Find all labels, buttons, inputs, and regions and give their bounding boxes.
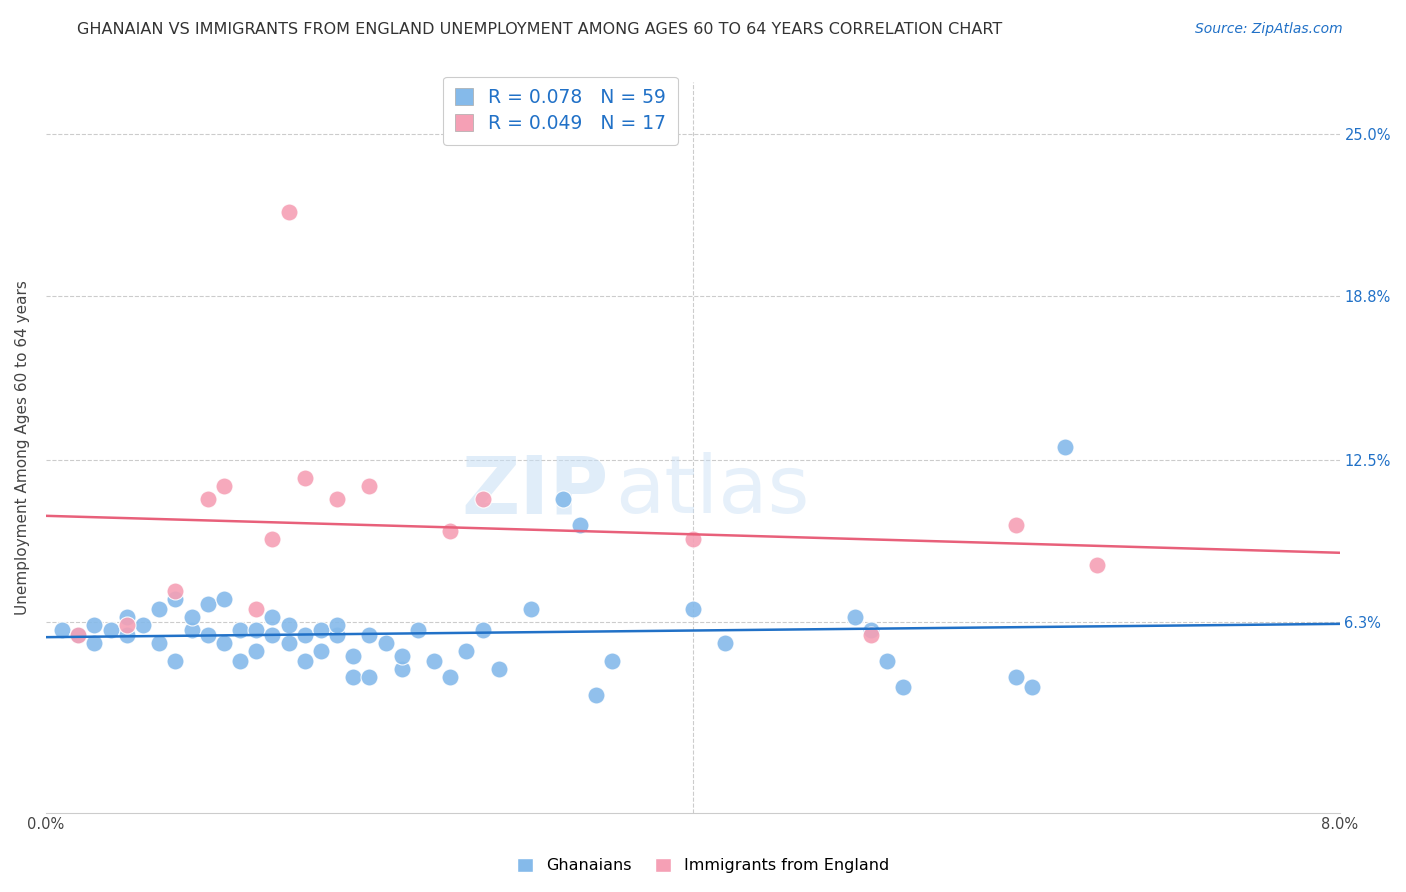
Point (180, 623, 202, 637)
Point (553, 492, 575, 507)
Point (859, 623, 882, 637)
Point (197, 597, 219, 611)
Point (67, 628, 90, 642)
Point (115, 609, 138, 624)
Point (148, 636, 170, 650)
Point (682, 532, 704, 546)
Point (277, 617, 299, 632)
Point (844, 609, 866, 624)
Point (520, 602, 543, 616)
Point (197, 628, 219, 642)
Point (891, 680, 914, 694)
Point (51, 623, 73, 637)
Point (309, 623, 332, 637)
Point (471, 492, 494, 507)
Text: ZIP: ZIP (461, 452, 609, 530)
Point (1005, 518, 1028, 533)
Point (456, 644, 478, 658)
Point (132, 617, 155, 632)
Point (342, 648, 364, 663)
Point (245, 602, 267, 616)
Point (277, 205, 299, 219)
Text: atlas: atlas (616, 452, 810, 530)
Point (568, 518, 591, 533)
Point (439, 524, 461, 538)
Point (294, 628, 316, 642)
Point (423, 654, 446, 668)
Point (212, 636, 235, 650)
Point (359, 479, 381, 493)
Point (115, 617, 138, 632)
Point (229, 623, 252, 637)
Point (359, 628, 381, 642)
Point (229, 654, 252, 668)
Point (859, 628, 882, 642)
Point (374, 636, 396, 650)
Point (471, 623, 494, 637)
Point (585, 688, 607, 702)
Point (148, 602, 170, 616)
Point (600, 654, 623, 668)
Point (391, 662, 413, 676)
Point (359, 670, 381, 684)
Point (326, 617, 349, 632)
Point (1005, 670, 1028, 684)
Point (83, 636, 105, 650)
Point (876, 654, 898, 668)
Point (326, 628, 349, 642)
Point (212, 591, 235, 606)
Point (1085, 558, 1108, 572)
Point (262, 532, 284, 546)
Point (67, 628, 90, 642)
Point (245, 623, 267, 637)
Point (391, 648, 413, 663)
Point (165, 591, 187, 606)
Point (100, 623, 122, 637)
Point (83, 617, 105, 632)
Point (212, 479, 235, 493)
Point (262, 609, 284, 624)
Text: GHANAIAN VS IMMIGRANTS FROM ENGLAND UNEMPLOYMENT AMONG AGES 60 TO 64 YEARS CORRE: GHANAIAN VS IMMIGRANTS FROM ENGLAND UNEM… (77, 22, 1002, 37)
Point (294, 654, 316, 668)
Point (1053, 440, 1076, 454)
Legend: Ghanaians, Immigrants from England: Ghanaians, Immigrants from England (510, 851, 896, 880)
Point (294, 471, 316, 485)
Text: Source: ZipAtlas.com: Source: ZipAtlas.com (1195, 22, 1343, 37)
Point (682, 602, 704, 616)
Point (115, 628, 138, 642)
Legend: R = 0.078   N = 59, R = 0.049   N = 17: R = 0.078 N = 59, R = 0.049 N = 17 (443, 77, 678, 145)
Point (197, 492, 219, 507)
Point (439, 670, 461, 684)
Point (309, 644, 332, 658)
Point (262, 628, 284, 642)
Point (165, 654, 187, 668)
Point (326, 492, 349, 507)
Point (1021, 680, 1043, 694)
Point (342, 670, 364, 684)
Point (406, 623, 429, 637)
Y-axis label: Unemployment Among Ages 60 to 64 years: Unemployment Among Ages 60 to 64 years (15, 280, 30, 615)
Point (245, 644, 267, 658)
Point (488, 662, 510, 676)
Point (180, 609, 202, 624)
Point (165, 583, 187, 598)
Point (277, 636, 299, 650)
Point (714, 636, 737, 650)
